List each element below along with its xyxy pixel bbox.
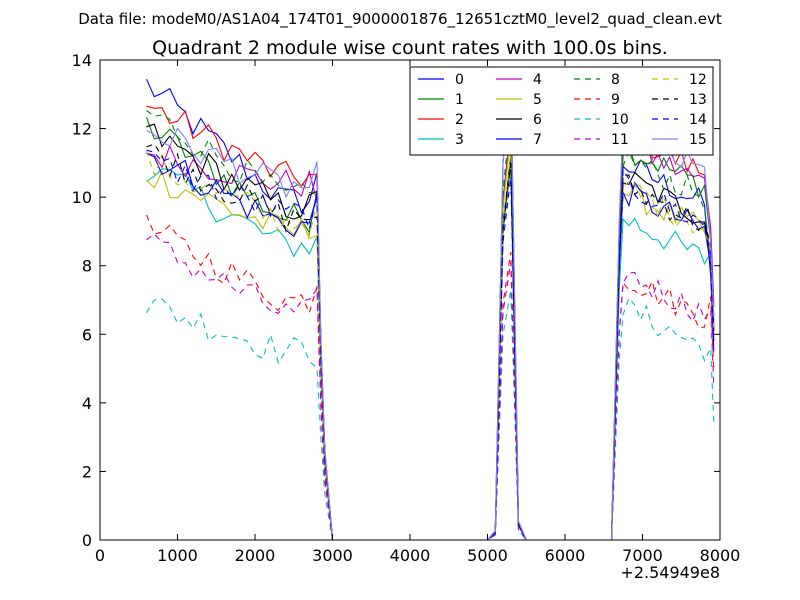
series-line-9 xyxy=(145,214,715,541)
series-line-14 xyxy=(146,149,715,541)
series-line-13 xyxy=(146,143,715,541)
x-offset-label: +2.54949e8 xyxy=(620,563,720,582)
legend-label-13: 13 xyxy=(689,92,707,108)
series-line-12 xyxy=(145,150,715,541)
legend-label-3: 3 xyxy=(455,132,464,148)
x-tick-label: 3000 xyxy=(312,546,353,565)
y-tick-label: 4 xyxy=(82,394,92,413)
x-tick-label: 5000 xyxy=(467,546,508,565)
legend-label-15: 15 xyxy=(689,132,707,148)
plot-area xyxy=(99,59,721,541)
x-tick-label: 6000 xyxy=(545,546,586,565)
y-tick-label: 10 xyxy=(72,188,92,207)
series-line-4 xyxy=(146,128,715,541)
figure-suptitle: Data file: modeM0/AS1A04_174T01_90000018… xyxy=(78,10,722,29)
y-tick-label: 6 xyxy=(82,325,92,344)
x-tick-label: 8000 xyxy=(700,546,741,565)
x-tick-label: 7000 xyxy=(622,546,663,565)
legend-label-7: 7 xyxy=(533,132,542,148)
legend-label-8: 8 xyxy=(611,72,620,88)
legend-label-11: 11 xyxy=(611,132,629,148)
x-tick-label: 1000 xyxy=(157,546,198,565)
legend-box xyxy=(409,66,714,156)
legend-label-10: 10 xyxy=(611,112,629,128)
x-tick-label: 0 xyxy=(95,546,105,565)
x-tick-label: 2000 xyxy=(235,546,276,565)
series-line-1 xyxy=(145,117,715,541)
legend-label-0: 0 xyxy=(455,72,464,88)
x-tick-label: 4000 xyxy=(390,546,431,565)
y-tick-label: 0 xyxy=(82,531,92,550)
y-tick-label: 2 xyxy=(82,462,92,481)
y-tick-label: 14 xyxy=(72,51,92,70)
axis-ticks: 0 1000 2000 3000 4000 5000 6000 7000 80000246810… xyxy=(72,51,741,565)
series-line-11 xyxy=(146,233,715,541)
y-tick-label: 8 xyxy=(82,257,92,276)
legend-label-14: 14 xyxy=(689,112,707,128)
series-line-10 xyxy=(146,289,715,541)
chart-title: Quadrant 2 module wise count rates with … xyxy=(152,37,668,59)
legend-label-5: 5 xyxy=(533,92,542,108)
legend-label-6: 6 xyxy=(533,112,542,128)
legend-label-9: 9 xyxy=(611,92,620,108)
legend-label-2: 2 xyxy=(455,112,464,128)
legend-label-1: 1 xyxy=(455,92,464,108)
legend-label-4: 4 xyxy=(533,72,542,88)
y-tick-label: 12 xyxy=(72,120,92,139)
series-line-6 xyxy=(146,123,715,541)
legend-label-12: 12 xyxy=(689,72,707,88)
series-line-3 xyxy=(146,159,715,541)
